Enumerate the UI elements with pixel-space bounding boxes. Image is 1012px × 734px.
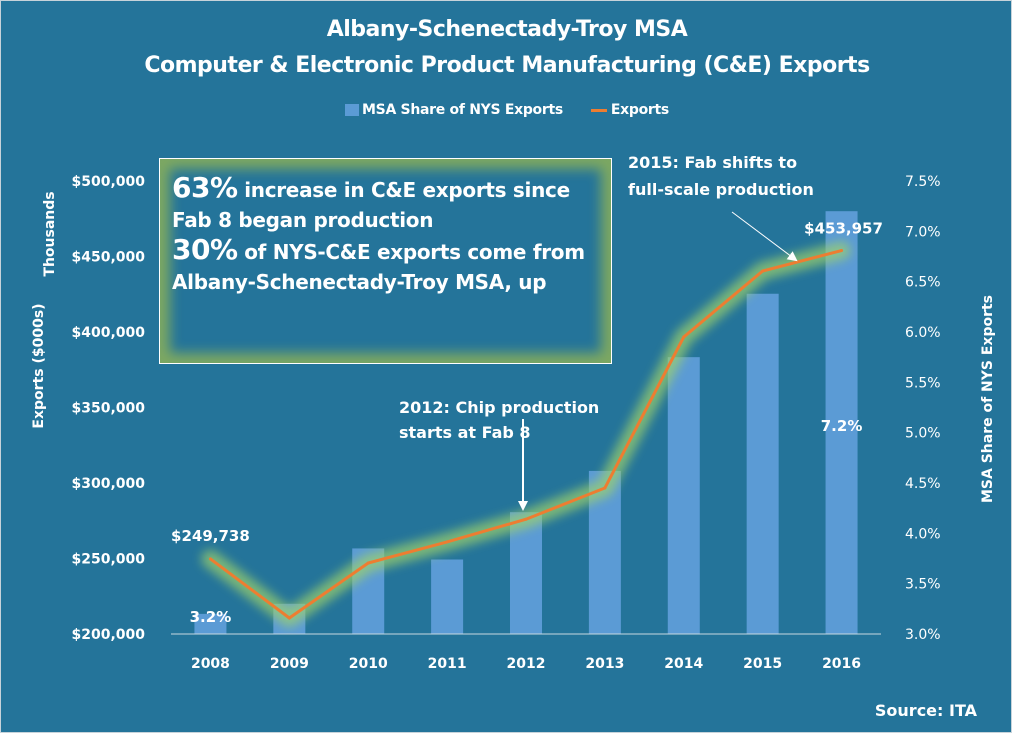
legend-item-exports: Exports	[590, 102, 669, 118]
left-axis-tick: $250,000	[71, 552, 145, 568]
bar-2012	[510, 512, 542, 634]
right-axis-tick: 4.0%	[905, 526, 941, 542]
bar-2008	[194, 613, 227, 634]
left-axis-title: Exports ($000s)	[31, 303, 47, 428]
chart-title: Albany-Schenectady-Troy MSA	[326, 17, 688, 42]
right-axis-tick: 5.5%	[905, 375, 941, 391]
left-axis-tick: $300,000	[71, 476, 145, 492]
callout-stat2-text2: Albany-Schenectady-Troy MSA, up	[172, 270, 547, 294]
right-axis-tick: 6.0%	[905, 325, 941, 341]
bar-2011	[431, 559, 464, 634]
callout-stat1-value: 63%	[172, 171, 238, 204]
exports-point-2014	[682, 335, 686, 339]
data-label-share-2016: 7.2%	[821, 417, 863, 435]
x-axis-tick: 2015	[743, 656, 782, 672]
left-axis-unit-label: Thousands	[42, 191, 58, 276]
callout-stat1-text: increase in C&E exports since	[237, 178, 570, 202]
exports-point-2012	[524, 517, 528, 521]
left-axis-tick: $400,000	[71, 325, 145, 341]
right-axis-tick: 3.0%	[905, 627, 941, 643]
data-label-share-2008: 3.2%	[190, 608, 232, 626]
legend-label-exports: Exports	[610, 102, 669, 118]
right-axis-tick: 5.0%	[905, 426, 941, 442]
callout-stat2-text: of NYS-C&E exports come from	[237, 240, 585, 264]
legend-item-share: MSA Share of NYS Exports	[345, 102, 563, 118]
annotation-2012-line2: starts at Fab 8	[399, 423, 531, 442]
left-axis-tick: $450,000	[71, 250, 145, 266]
exports-point-2008	[208, 557, 212, 561]
left-axis-tick: $350,000	[71, 401, 145, 417]
x-axis-tick: 2008	[191, 656, 230, 672]
exports-point-2010	[366, 561, 370, 565]
bar-2016	[825, 211, 858, 634]
right-axis-tick: 3.5%	[905, 577, 941, 593]
right-axis-tick: 7.0%	[905, 224, 941, 240]
bar-2014	[667, 357, 700, 634]
left-axis-tick: $200,000	[71, 627, 145, 643]
callout-stat1-text2: Fab 8 began production	[172, 208, 434, 232]
legend: MSA Share of NYS Exports Exports	[1, 102, 1012, 118]
right-axis-tick: 7.5%	[905, 174, 941, 190]
annotation-2015-line1: 2015: Fab shifts to	[628, 153, 797, 172]
right-axis-tick: 6.5%	[905, 275, 941, 291]
x-axis-tick: 2009	[270, 656, 309, 672]
exports-point-2016	[840, 249, 844, 253]
x-axis-tick: 2010	[349, 656, 388, 672]
exports-point-2009	[287, 616, 291, 620]
x-axis-tick: 2012	[507, 656, 546, 672]
callout-stat1: 63% increase in C&E exports since	[172, 173, 611, 205]
x-axis-tick: 2013	[585, 656, 624, 672]
callout-stat2: 30% of NYS-C&E exports come from	[172, 235, 611, 267]
data-label-export-2008: $249,738	[171, 527, 250, 545]
bar-2015	[746, 293, 779, 634]
legend-label-share: MSA Share of NYS Exports	[362, 102, 563, 118]
annotation-2012-line1: 2012: Chip production	[399, 398, 599, 417]
x-axis-tick: 2014	[664, 656, 703, 672]
right-axis-tick: 4.5%	[905, 476, 941, 492]
exports-point-2015	[761, 269, 765, 273]
exports-point-2013	[603, 486, 607, 490]
x-axis-tick: 2011	[428, 656, 467, 672]
legend-line-swatch	[590, 108, 607, 112]
source-note: Source: ITA	[874, 701, 977, 720]
callout-box: 63% increase in C&E exports since Fab 8 …	[159, 158, 612, 364]
x-axis-tick: 2016	[822, 656, 861, 672]
exports-point-2011	[445, 540, 449, 544]
data-label-export-2016: $453,957	[804, 220, 883, 238]
callout-stat2-value: 30%	[172, 233, 238, 266]
right-axis-title: MSA Share of NYS Exports	[980, 295, 996, 503]
left-axis-tick: $500,000	[71, 174, 145, 190]
annotation-2015-line2: full-scale production	[628, 180, 814, 199]
legend-bar-swatch	[345, 104, 360, 116]
chart-subtitle: Computer & Electronic Product Manufactur…	[144, 53, 870, 78]
annotation-2015-arrow	[731, 211, 798, 262]
